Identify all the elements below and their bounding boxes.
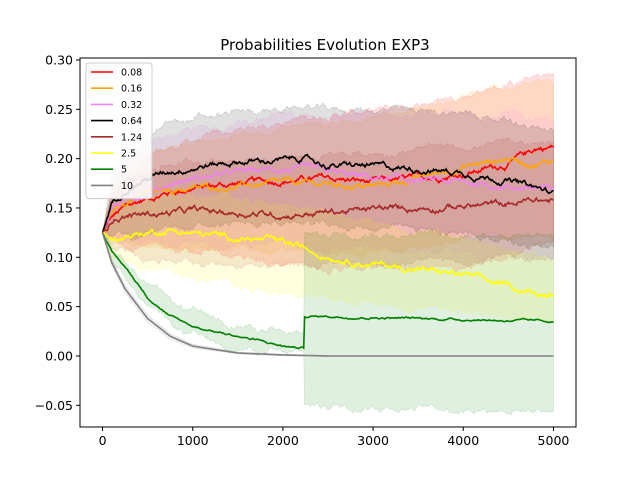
x-tick-label: 0: [99, 433, 107, 448]
y-tick-label: 0.20: [45, 151, 73, 166]
series-line-2-5: [102, 227, 555, 299]
x-tick-label: 3000: [357, 433, 389, 448]
chart-title: Probabilities Evolution EXP3: [220, 36, 429, 54]
series-line-0-64: [101, 153, 554, 233]
band-2-5: [102, 190, 554, 323]
x-tick-label: 5000: [538, 433, 570, 448]
y-tick-label: 0.30: [45, 52, 73, 67]
y-tick-label: 0.10: [45, 250, 73, 265]
y-axis: −0.05 0.00 0.05 0.10 0.15 0.20 0.25 0.30: [35, 52, 80, 413]
legend-label-1-24: 1.24: [121, 132, 142, 143]
series-line-0-32: [101, 161, 555, 233]
series-line-1-24: [101, 196, 554, 234]
band-0-08: [102, 72, 554, 276]
legend-label-0-08: 0.08: [121, 68, 142, 79]
legend-label-5: 5: [121, 165, 127, 176]
axes-frame: [79, 57, 577, 428]
series-line-5: [101, 232, 554, 350]
legend-label-10: 10: [121, 181, 133, 192]
series-lines: [101, 144, 555, 357]
legend: 0.08 0.16 0.32 0.64 1.24 2.5 5 10: [85, 62, 153, 200]
x-tick-label: 1000: [177, 433, 209, 448]
plot-area: [101, 72, 555, 415]
legend-label-0-16: 0.16: [121, 84, 142, 95]
legend-label-0-32: 0.32: [121, 100, 142, 111]
legend-label-2-5: 2.5: [121, 149, 136, 160]
legend-box: [85, 62, 153, 200]
x-tick-label: 4000: [447, 433, 479, 448]
y-tick-label: 0.00: [45, 348, 73, 363]
y-tick-label: 0.05: [45, 299, 73, 314]
y-tick-label: 0.15: [45, 200, 73, 215]
band-10: [102, 232, 554, 357]
y-tick-label: −0.05: [35, 398, 73, 413]
y-tick-label: 0.25: [45, 102, 73, 117]
series-line-10: [101, 232, 554, 357]
x-axis: 0 1000 2000 3000 4000 5000: [99, 427, 570, 448]
series-line-0-08: [101, 144, 554, 233]
x-tick-label: 2000: [267, 433, 299, 448]
legend-label-0-64: 0.64: [121, 116, 142, 127]
series-line-0-16: [101, 156, 554, 233]
